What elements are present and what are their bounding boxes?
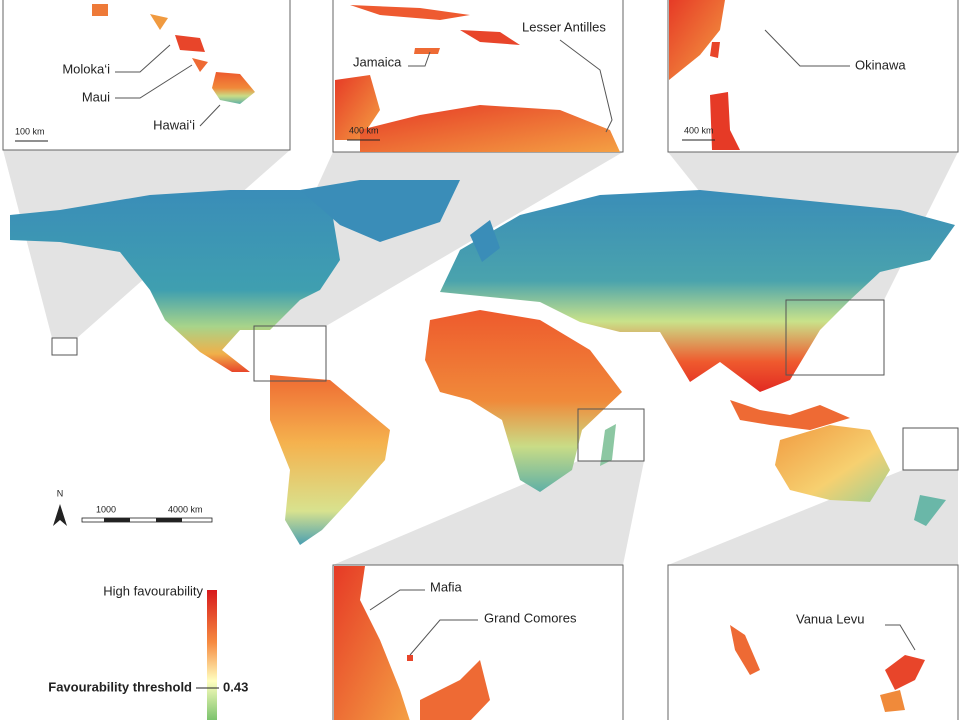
scale-label: 100 km: [15, 126, 45, 136]
leader-line: [115, 44, 171, 73]
leader-line: [559, 39, 613, 133]
place-label: Mafia: [430, 579, 463, 594]
north-arrow: N: [53, 488, 67, 526]
north-label: N: [57, 488, 64, 498]
scale-label: 400 km: [684, 125, 714, 135]
scale-label: 4000 km: [168, 504, 203, 514]
threshold-value: 0.43: [223, 679, 248, 694]
leader-line: [369, 589, 425, 611]
scale-label: 1000: [96, 504, 116, 514]
scale-label: 400 km: [349, 125, 379, 135]
leader-line: [115, 64, 193, 99]
main-scale-bar: 1000 4000 km: [81, 504, 213, 523]
place-label: Maui: [82, 89, 110, 104]
leader-line: [764, 29, 850, 67]
inset-locator: [785, 299, 885, 376]
place-label: Okinawa: [855, 57, 906, 72]
place-label: Grand Comores: [484, 610, 577, 625]
inset-locator: [51, 337, 78, 356]
world-map: [10, 180, 955, 545]
inset-funnel: [668, 470, 958, 565]
leader-line: [885, 624, 916, 651]
inset-fiji: [667, 564, 959, 720]
inset-hawaii: [2, 0, 291, 151]
color-bar: [207, 590, 217, 720]
legend-threshold-label: Favourability threshold: [48, 679, 192, 694]
legend: High favourability Favourability thresho…: [48, 583, 248, 720]
inset-funnel: [333, 461, 644, 565]
place-label: Vanua Levu: [796, 611, 864, 626]
place-label: Moloka‘i: [62, 61, 110, 76]
leader-line: [199, 104, 221, 127]
leader-line: [409, 619, 478, 656]
inset-locator: [577, 408, 645, 462]
place-label: Jamaica: [353, 54, 402, 69]
legend-high-label: High favourability: [103, 583, 203, 598]
place-label: Hawaiʻi: [153, 117, 195, 132]
place-label: Lesser Antilles: [522, 19, 606, 34]
leader-line: [408, 51, 431, 67]
inset-locator: [902, 427, 959, 471]
inset-locator: [253, 325, 327, 382]
